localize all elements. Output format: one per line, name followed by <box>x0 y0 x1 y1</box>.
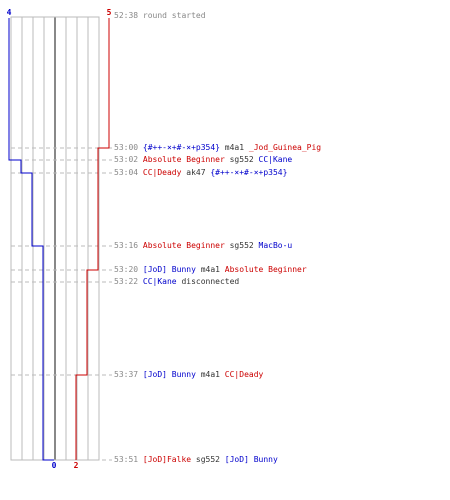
event-text: disconnected <box>176 277 240 286</box>
event-row: 53:04 CC|Deady ak47 {#++-×+#-×+p354} <box>114 168 287 178</box>
event-text: m4a1 <box>219 143 249 152</box>
event-row: 53:51 [JoD]Falke sg552 [JoD] Bunny <box>114 455 278 465</box>
event-row: 53:37 [JoD] Bunny m4a1 CC|Deady <box>114 370 263 380</box>
player-name: CC|Deady <box>142 168 182 177</box>
event-row: 53:22 CC|Kane disconnected <box>114 277 239 287</box>
event-time: 53:22 <box>114 277 143 286</box>
event-row: 52:38 round started <box>114 11 206 21</box>
event-time: 53:20 <box>114 265 143 274</box>
player-name: Absolute Beginner <box>142 241 225 250</box>
event-text: m4a1 <box>195 370 225 379</box>
player-name: [JoD] Bunny <box>142 370 196 379</box>
event-row: 53:02 Absolute Beginner sg552 CC|Kane <box>114 155 292 165</box>
red-team-end-count: 2 <box>74 461 79 470</box>
event-time: 53:51 <box>114 455 143 464</box>
blue-team-alive-line <box>8 18 54 461</box>
player-name: CC|Kane <box>258 155 293 164</box>
player-name: CC|Deady <box>224 370 264 379</box>
event-time: 53:16 <box>114 241 143 250</box>
player-name: CC|Kane <box>142 277 177 286</box>
event-time: 53:37 <box>114 370 143 379</box>
player-name: Absolute Beginner <box>224 265 307 274</box>
player-name: Absolute Beginner <box>142 155 225 164</box>
player-name: [JoD] Bunny <box>142 265 196 274</box>
event-time: 53:04 <box>114 168 143 177</box>
player-name: {#++-×+#-×+p354} <box>142 143 220 152</box>
event-text: round started <box>142 11 206 20</box>
event-text: m4a1 <box>195 265 225 274</box>
blue-team-end-count: 0 <box>52 461 57 470</box>
player-name: {#++-×+#-×+p354} <box>210 168 288 177</box>
event-row: 53:00 {#++-×+#-×+p354} m4a1 _Jod_Guinea_… <box>114 143 321 153</box>
event-row: 53:20 [JoD] Bunny m4a1 Absolute Beginner <box>114 265 307 275</box>
event-row: 53:16 Absolute Beginner sg552 MacBo-u <box>114 241 292 251</box>
event-time: 52:38 <box>114 11 143 20</box>
blue-team-start-count: 4 <box>7 8 12 17</box>
event-time: 53:00 <box>114 143 143 152</box>
event-text: ak47 <box>181 168 211 177</box>
player-name: MacBo-u <box>258 241 293 250</box>
event-text: sg552 <box>224 241 259 250</box>
event-text: sg552 <box>191 455 225 464</box>
event-time: 53:02 <box>114 155 143 164</box>
player-name: [JoD] Bunny <box>224 455 278 464</box>
red-team-alive-line <box>75 18 110 460</box>
player-name: [JoD]Falke <box>142 455 192 464</box>
red-team-start-count: 5 <box>107 8 112 17</box>
event-text: sg552 <box>224 155 259 164</box>
player-name: _Jod_Guinea_Pig <box>248 143 322 152</box>
